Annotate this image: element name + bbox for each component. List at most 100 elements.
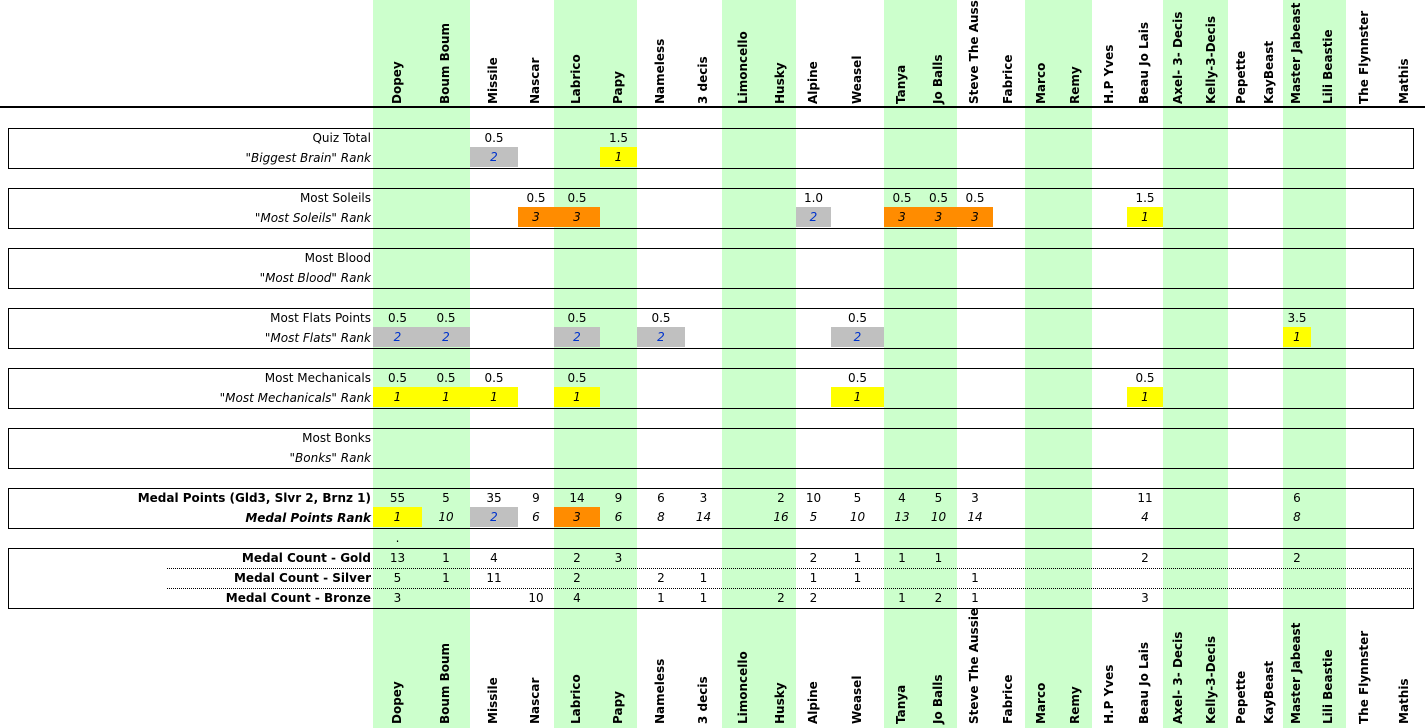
bottom-header-tanya[interactable]: Tanya xyxy=(894,684,908,724)
top-header-boum-boum[interactable]: Boum Boum xyxy=(438,22,452,104)
value-cell[interactable]: 11 xyxy=(1137,491,1153,505)
top-header-missile[interactable]: Missile xyxy=(486,57,500,104)
bottom-header-alpine[interactable]: Alpine xyxy=(806,681,820,724)
medal-count-cell[interactable]: 2 xyxy=(1293,551,1301,565)
bottom-header-beau-jo-lais[interactable]: Beau Jo Lais xyxy=(1137,642,1151,724)
bottom-header-h-p-yves[interactable]: H.P Yves xyxy=(1102,664,1116,724)
bottom-header-3-decis[interactable]: 3 decis xyxy=(696,676,710,724)
medal-count-cell[interactable]: 10 xyxy=(528,591,544,605)
bottom-header-missile[interactable]: Missile xyxy=(486,677,500,724)
value-cell[interactable]: 0.5 xyxy=(965,191,985,205)
value-cell[interactable]: 0.5 xyxy=(1135,371,1155,385)
medal-count-cell[interactable]: 2 xyxy=(777,591,785,605)
medal-count-cell[interactable]: 2 xyxy=(1141,551,1149,565)
bottom-header-boum-boum[interactable]: Boum Boum xyxy=(438,642,452,724)
medal-count-cell[interactable]: 2 xyxy=(657,571,665,585)
value-cell[interactable]: 0.5 xyxy=(436,311,456,325)
top-header-master-jabeast[interactable]: Master Jabeast xyxy=(1289,2,1303,104)
rank-cell[interactable]: 1 xyxy=(554,387,600,407)
medal-count-cell[interactable]: 4 xyxy=(573,591,581,605)
top-header-alpine[interactable]: Alpine xyxy=(806,61,820,104)
medal-count-cell[interactable]: 2 xyxy=(809,551,818,565)
top-header-steve-the-aussie[interactable]: Steve The Aussie xyxy=(967,0,981,104)
medal-count-cell[interactable]: 1 xyxy=(699,591,708,605)
medal-count-cell[interactable]: 1 xyxy=(809,571,818,585)
top-header-h-p-yves[interactable]: H.P Yves xyxy=(1102,44,1116,104)
bottom-header-jo-balls[interactable]: Jo Balls xyxy=(931,674,945,725)
bottom-header-dopey[interactable]: Dopey xyxy=(390,681,404,724)
rank-cell[interactable]: 14 xyxy=(695,510,712,524)
top-header-mathis[interactable]: Mathis xyxy=(1397,58,1411,104)
rank-cell[interactable]: 1 xyxy=(422,387,470,407)
medal-count-cell[interactable]: 3 xyxy=(393,591,402,605)
top-header-pepette[interactable]: Pepette xyxy=(1234,50,1248,104)
rank-cell[interactable]: 2 xyxy=(470,147,518,167)
rank-cell[interactable]: 2 xyxy=(470,507,518,527)
rank-cell[interactable]: 1 xyxy=(1283,327,1311,347)
rank-cell[interactable]: 6 xyxy=(614,510,623,524)
top-header-labrico[interactable]: Labrico xyxy=(569,54,583,104)
bottom-header-the-flynnster[interactable]: The Flynnster xyxy=(1357,630,1371,724)
rank-cell[interactable]: 2 xyxy=(796,207,831,227)
rank-cell[interactable]: 14 xyxy=(967,510,983,524)
value-cell[interactable]: 5 xyxy=(853,491,862,505)
top-header-axel-3-decis[interactable]: Axel- 3- Decis xyxy=(1171,11,1185,104)
value-cell[interactable]: 4 xyxy=(898,491,906,505)
rank-cell[interactable]: 6 xyxy=(532,510,540,524)
bottom-header-labrico[interactable]: Labrico xyxy=(569,674,583,724)
rank-cell[interactable]: 13 xyxy=(894,510,910,524)
value-cell[interactable]: 0.5 xyxy=(484,131,504,145)
value-cell[interactable]: 5 xyxy=(934,491,943,505)
bottom-header-fabrice[interactable]: Fabrice xyxy=(1001,674,1015,724)
top-header-nameless[interactable]: Nameless xyxy=(653,38,667,104)
bottom-header-limoncello[interactable]: Limoncello xyxy=(736,651,750,724)
rank-cell[interactable]: 1 xyxy=(831,387,884,407)
top-header-husky[interactable]: Husky xyxy=(773,62,787,104)
value-cell[interactable]: 6 xyxy=(1293,491,1301,505)
rank-cell[interactable]: 4 xyxy=(1141,510,1149,524)
value-cell[interactable]: 0.5 xyxy=(387,371,408,385)
bottom-header-kelly-3-decis[interactable]: Kelly-3-Decis xyxy=(1204,635,1218,724)
top-header-jo-balls[interactable]: Jo Balls xyxy=(931,54,945,105)
bottom-header-nameless[interactable]: Nameless xyxy=(653,658,667,724)
value-cell[interactable]: 1.0 xyxy=(803,191,824,205)
value-cell[interactable]: 2 xyxy=(777,491,785,505)
value-cell[interactable]: 10 xyxy=(805,491,822,505)
top-header-the-flynnster[interactable]: The Flynnster xyxy=(1357,10,1371,104)
bottom-header-pepette[interactable]: Pepette xyxy=(1234,670,1248,724)
medal-count-cell[interactable]: 11 xyxy=(486,571,502,585)
rank-cell[interactable]: 2 xyxy=(831,327,884,347)
value-cell[interactable]: 9 xyxy=(532,491,540,505)
rank-cell[interactable]: 1 xyxy=(1127,207,1163,227)
medal-count-cell[interactable]: 1 xyxy=(934,551,943,565)
rank-cell[interactable]: 3 xyxy=(920,207,957,227)
value-cell[interactable]: 0.5 xyxy=(484,371,504,385)
medal-count-cell[interactable]: 2 xyxy=(573,551,581,565)
bottom-header-remy[interactable]: Remy xyxy=(1068,686,1082,724)
value-cell[interactable]: 55 xyxy=(389,491,406,505)
medal-count-cell[interactable]: 3 xyxy=(1141,591,1149,605)
medal-count-cell[interactable]: 1 xyxy=(971,591,979,605)
medal-count-cell[interactable]: 2 xyxy=(573,571,581,585)
value-cell[interactable]: 1.5 xyxy=(608,131,629,145)
rank-cell[interactable]: 2 xyxy=(422,327,470,347)
top-header-limoncello[interactable]: Limoncello xyxy=(736,31,750,104)
bottom-header-steve-the-aussie[interactable]: Steve The Aussie xyxy=(967,607,981,724)
bottom-header-axel-3-decis[interactable]: Axel- 3- Decis xyxy=(1171,631,1185,724)
medal-count-cell[interactable]: 1 xyxy=(442,571,450,585)
rank-cell[interactable]: 3 xyxy=(554,507,600,527)
value-cell[interactable]: 6 xyxy=(657,491,665,505)
rank-cell[interactable]: 5 xyxy=(809,510,818,524)
value-cell[interactable]: 0.5 xyxy=(387,311,408,325)
bottom-header-master-jabeast[interactable]: Master Jabeast xyxy=(1289,622,1303,724)
bottom-header-marco[interactable]: Marco xyxy=(1034,682,1048,724)
bottom-header-nascar[interactable]: Nascar xyxy=(528,677,542,724)
rank-cell[interactable]: 16 xyxy=(773,510,789,524)
medal-count-cell[interactable]: 1 xyxy=(853,571,862,585)
bottom-header-lili-beastie[interactable]: Lili Beastie xyxy=(1321,649,1335,724)
rank-cell[interactable]: 8 xyxy=(1293,510,1301,524)
rank-cell[interactable]: 2 xyxy=(554,327,600,347)
medal-count-cell[interactable]: 5 xyxy=(393,571,402,585)
top-header-fabrice[interactable]: Fabrice xyxy=(1001,54,1015,104)
rank-cell[interactable]: 2 xyxy=(373,327,422,347)
